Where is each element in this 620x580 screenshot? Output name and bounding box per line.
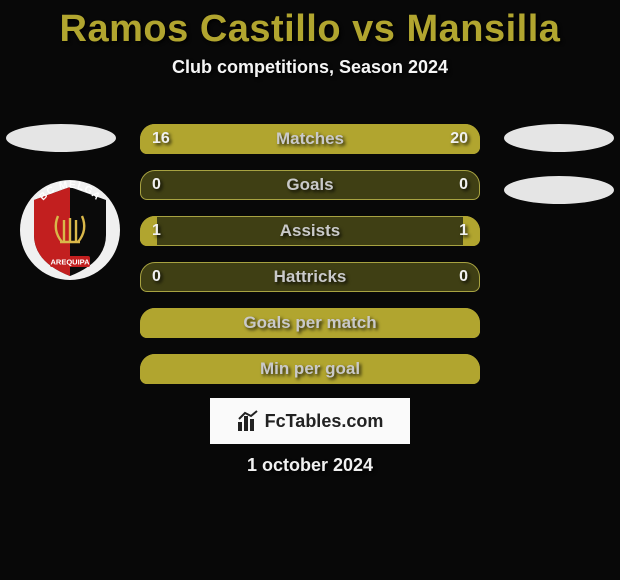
subtitle: Club competitions, Season 2024 — [0, 57, 620, 78]
vs-text: vs — [352, 8, 395, 50]
site-name: FcTables.com — [265, 411, 384, 432]
site-logo: FcTables.com — [210, 398, 410, 444]
bars-icon — [237, 410, 259, 432]
stat-value-right: 0 — [459, 262, 468, 292]
stat-label: Min per goal — [140, 354, 480, 384]
player2-club-placeholder — [504, 176, 614, 204]
crest-bottom-text: AREQUIPA — [50, 258, 90, 267]
stat-value-right: 20 — [450, 124, 468, 154]
stat-label: Hattricks — [140, 262, 480, 292]
stat-value-right: 0 — [459, 170, 468, 200]
stat-bar: Goals per match — [140, 308, 480, 338]
club-crest: BC MELGA AREQUIPA — [20, 180, 120, 280]
stat-label: Goals — [140, 170, 480, 200]
date-text: 1 october 2024 — [0, 455, 620, 476]
stat-bar: Hattricks0 0 — [140, 262, 480, 292]
stat-label: Goals per match — [140, 308, 480, 338]
stat-bar: Min per goal — [140, 354, 480, 384]
stat-value-left: 1 — [152, 216, 161, 246]
player2-name: Mansilla — [406, 8, 560, 50]
stat-label: Assists — [140, 216, 480, 246]
player1-name: Ramos Castillo — [60, 8, 342, 50]
stat-value-left: 0 — [152, 262, 161, 292]
page-title: Ramos Castillo vs Mansilla — [0, 0, 620, 51]
stat-bars: Matches1620Goals00Assists11Hattricks00Go… — [140, 124, 480, 400]
stat-bar: Assists1 1 — [140, 216, 480, 246]
stat-bar: Matches16 20 — [140, 124, 480, 154]
stat-value-left: 0 — [152, 170, 161, 200]
stat-label: Matches — [140, 124, 480, 154]
player1-photo-placeholder — [6, 124, 116, 152]
stat-value-left: 16 — [152, 124, 170, 154]
player2-photo-placeholder — [504, 124, 614, 152]
stat-value-right: 1 — [459, 216, 468, 246]
stat-bar: Goals0 0 — [140, 170, 480, 200]
